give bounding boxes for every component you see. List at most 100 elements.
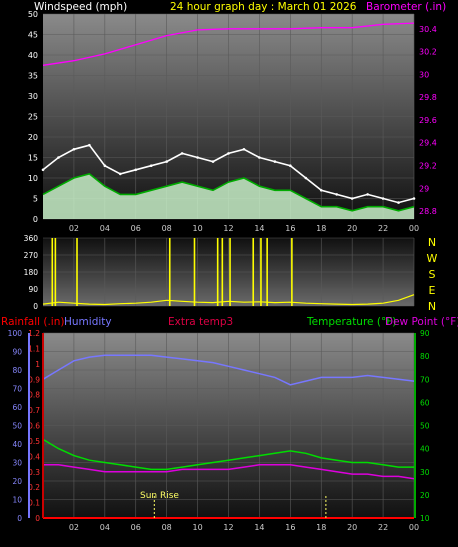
direction-letter: E	[429, 284, 436, 297]
barometer-tick-label: 30.4	[419, 25, 437, 34]
wind-gust-point	[273, 160, 277, 163]
wind-tick-label: 5	[33, 195, 38, 204]
rain-tick-label: 0.8	[28, 391, 40, 400]
x-tick-label: 16	[285, 224, 295, 233]
windspeed-label: Windspeed (mph)	[34, 1, 127, 13]
barometer-tick-label: 30.2	[419, 48, 437, 57]
barometer-tick-label: 29.6	[419, 116, 437, 125]
temp-tick-label: 40	[420, 445, 430, 454]
temperature-line	[42, 438, 414, 471]
x-tick-label: 08	[162, 224, 172, 233]
wind-tick-label: 25	[28, 113, 38, 122]
temp-tick-label: 70	[420, 375, 430, 384]
barometer-label: Barometer (.in)	[366, 1, 446, 13]
wind-gust-point	[196, 156, 199, 159]
wind-tick-label: 45	[28, 31, 38, 40]
humidity-tick-label: 60	[12, 403, 22, 412]
x-tick-label: 20	[347, 523, 357, 532]
direction-line	[42, 294, 415, 306]
rain-tick-label: 0.5	[28, 437, 40, 446]
wind-gust-point	[289, 164, 292, 167]
temp-tick-label: 30	[420, 468, 430, 477]
x-tick-label: 06	[131, 224, 141, 233]
x-tick-label: 04	[100, 224, 110, 233]
sun-rise-annotation: Sun Rise	[140, 491, 179, 501]
humidity-tick-label: 0	[17, 514, 22, 523]
temperature-label: Temperature (°F)	[306, 316, 396, 328]
barometer-line	[42, 22, 415, 66]
x-tick-label: 22	[378, 523, 388, 532]
humidity-tick-label: 50	[12, 422, 22, 431]
wind-gust-point	[149, 164, 153, 167]
temp-tick-label: 90	[420, 329, 430, 338]
humidity-tick-label: 40	[12, 440, 22, 449]
wind-gust-point	[381, 197, 385, 200]
x-tick-label: 10	[192, 523, 202, 532]
rain-tick-label: 0.4	[28, 452, 40, 461]
wind-gust-point	[180, 152, 184, 155]
x-tick-label: 12	[223, 523, 233, 532]
wind-tick-label: 40	[28, 51, 38, 60]
temp-tick-label: 80	[420, 352, 430, 361]
wind-tick-label: 0	[33, 215, 38, 224]
x-tick-label: 18	[316, 224, 326, 233]
wind-tick-label: 20	[28, 133, 38, 142]
direction-marks	[42, 238, 415, 306]
x-tick-label: 00	[409, 224, 419, 233]
wind-gust-point	[118, 172, 122, 176]
barometer-tick-label: 29.8	[419, 93, 437, 102]
wind-tick-label: 30	[28, 92, 38, 101]
wind-gust-point	[350, 197, 354, 200]
humidity-tick-label: 70	[12, 385, 22, 394]
temp-marks	[42, 354, 415, 519]
direction-tick-label: 360	[24, 234, 39, 243]
extra-temp-label: Extra temp3	[168, 316, 233, 328]
rain-tick-label: 0.6	[28, 422, 40, 431]
rain-tick-label: 1.2	[28, 329, 40, 338]
x-tick-label: 08	[162, 523, 172, 532]
wind-gust-point	[319, 189, 323, 192]
rainfall-label: Rainfall (.in)	[1, 316, 64, 328]
wind-tick-label: 50	[28, 10, 38, 19]
rain-tick-label: 0.9	[28, 375, 40, 384]
x-tick-label: 14	[254, 224, 264, 233]
wind-gust-point	[366, 193, 369, 196]
humidity-tick-label: 30	[12, 459, 22, 468]
wind-average-fill	[43, 173, 414, 219]
wind-gust-point	[304, 176, 308, 180]
barometer-tick-label: 29.2	[419, 161, 437, 170]
barometer-tick-label: 30	[419, 70, 429, 79]
humidity-tick-label: 90	[12, 348, 22, 357]
wind-tick-label: 10	[28, 174, 38, 183]
wind-gust-point	[211, 160, 215, 163]
wind-gust-point	[258, 156, 261, 159]
rain-tick-label: 0.7	[28, 406, 40, 415]
direction-tick-label: 90	[28, 285, 38, 294]
barometer-tick-label: 29.4	[419, 139, 437, 148]
direction-tick-label: 0	[33, 302, 38, 311]
x-tick-label: 00	[409, 523, 419, 532]
humidity-tick-label: 80	[12, 366, 22, 375]
wind-marks	[41, 22, 416, 219]
x-tick-label: 02	[69, 224, 79, 233]
temp-tick-label: 50	[420, 422, 430, 431]
humidity-tick-label: 20	[12, 477, 22, 486]
wind-gust-point	[242, 148, 246, 151]
x-tick-label: 10	[192, 224, 202, 233]
temp-tick-label: 60	[420, 398, 430, 407]
rain-tick-label: 1.1	[28, 344, 40, 353]
rain-tick-label: 0.3	[28, 468, 40, 477]
humidity-line	[42, 354, 415, 386]
direction-tick-label: 180	[24, 268, 39, 277]
wind-gust-point	[88, 143, 91, 147]
wind-gust-point	[57, 156, 60, 159]
wind-gust-point	[227, 152, 230, 155]
x-tick-label: 06	[131, 523, 141, 532]
barometer-tick-label: 29	[419, 184, 429, 193]
x-tick-label: 14	[254, 523, 264, 532]
direction-letter: N	[428, 236, 436, 249]
direction-letter: W	[427, 252, 438, 265]
humidity-tick-label: 10	[12, 496, 22, 505]
wind-tick-label: 35	[28, 72, 38, 81]
